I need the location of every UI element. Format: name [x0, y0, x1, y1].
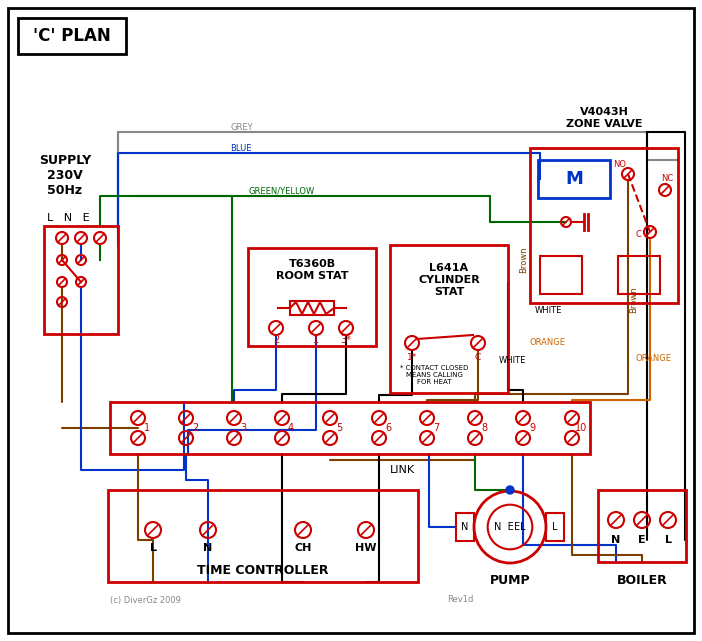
Text: L641A
CYLINDER
STAT: L641A CYLINDER STAT [418, 263, 480, 297]
Text: N: N [461, 522, 469, 532]
Bar [18, 18, 126, 54]
Text: Brown: Brown [519, 247, 529, 273]
Text: C: C [475, 353, 481, 362]
Text: 4: 4 [288, 423, 294, 433]
Text: N: N [611, 535, 621, 545]
Text: * CONTACT CLOSED
MEANS CALLING
FOR HEAT: * CONTACT CLOSED MEANS CALLING FOR HEAT [400, 365, 468, 385]
Text: 7: 7 [433, 423, 439, 433]
Text: 3: 3 [240, 423, 246, 433]
Bar [108, 490, 418, 582]
Text: 1*: 1* [407, 353, 417, 362]
Text: M: M [565, 170, 583, 188]
Text: 2: 2 [273, 335, 279, 345]
Text: (c) DiverGz 2009: (c) DiverGz 2009 [110, 595, 180, 604]
Bar [456, 513, 474, 541]
Text: 1: 1 [313, 335, 319, 345]
Text: 8: 8 [481, 423, 487, 433]
Text: LINK: LINK [390, 465, 415, 475]
Text: L: L [150, 543, 157, 553]
Text: SUPPLY
230V
50Hz: SUPPLY 230V 50Hz [39, 153, 91, 197]
Text: CH: CH [294, 543, 312, 553]
Bar [290, 301, 334, 315]
Text: 'C' PLAN: 'C' PLAN [33, 27, 111, 45]
Text: GREY: GREY [230, 122, 253, 131]
Text: WHITE: WHITE [498, 356, 526, 365]
Bar [618, 256, 660, 294]
Text: C: C [635, 229, 641, 238]
Bar [390, 245, 508, 393]
Text: L   N   E: L N E [47, 213, 89, 223]
Text: NC: NC [661, 174, 673, 183]
Text: HW: HW [355, 543, 377, 553]
Text: 10: 10 [575, 423, 587, 433]
Text: ORANGE: ORANGE [636, 353, 672, 363]
Text: Rev1d: Rev1d [446, 595, 473, 604]
Text: 3*: 3* [340, 335, 352, 345]
Text: E: E [514, 522, 520, 532]
Circle shape [506, 486, 514, 494]
Text: E: E [638, 535, 646, 545]
Bar [44, 226, 118, 334]
Text: WHITE: WHITE [534, 306, 562, 315]
Text: 9: 9 [529, 423, 535, 433]
Text: 5: 5 [336, 423, 342, 433]
Text: T6360B
ROOM STAT: T6360B ROOM STAT [276, 259, 348, 281]
Text: TIME CONTROLLER: TIME CONTROLLER [197, 563, 329, 576]
Bar [248, 248, 376, 346]
Bar [538, 160, 610, 198]
Bar [540, 256, 582, 294]
Text: 1: 1 [144, 423, 150, 433]
Text: 6: 6 [385, 423, 391, 433]
Text: ORANGE: ORANGE [530, 338, 566, 347]
Bar [110, 402, 590, 454]
Text: V4043H
ZONE VALVE: V4043H ZONE VALVE [566, 107, 642, 129]
Text: NO: NO [614, 160, 626, 169]
Bar [598, 490, 686, 562]
Text: N: N [204, 543, 213, 553]
Text: BOILER: BOILER [616, 574, 668, 587]
Text: L: L [552, 522, 558, 532]
Text: BLUE: BLUE [230, 144, 251, 153]
Text: GREEN/YELLOW: GREEN/YELLOW [248, 187, 314, 196]
Bar [546, 513, 564, 541]
Text: PUMP: PUMP [490, 574, 530, 588]
Text: Brown: Brown [630, 287, 639, 313]
Text: L: L [665, 535, 672, 545]
Bar [530, 148, 678, 303]
Text: 2: 2 [192, 423, 198, 433]
Text: N  E  L: N E L [494, 522, 526, 532]
